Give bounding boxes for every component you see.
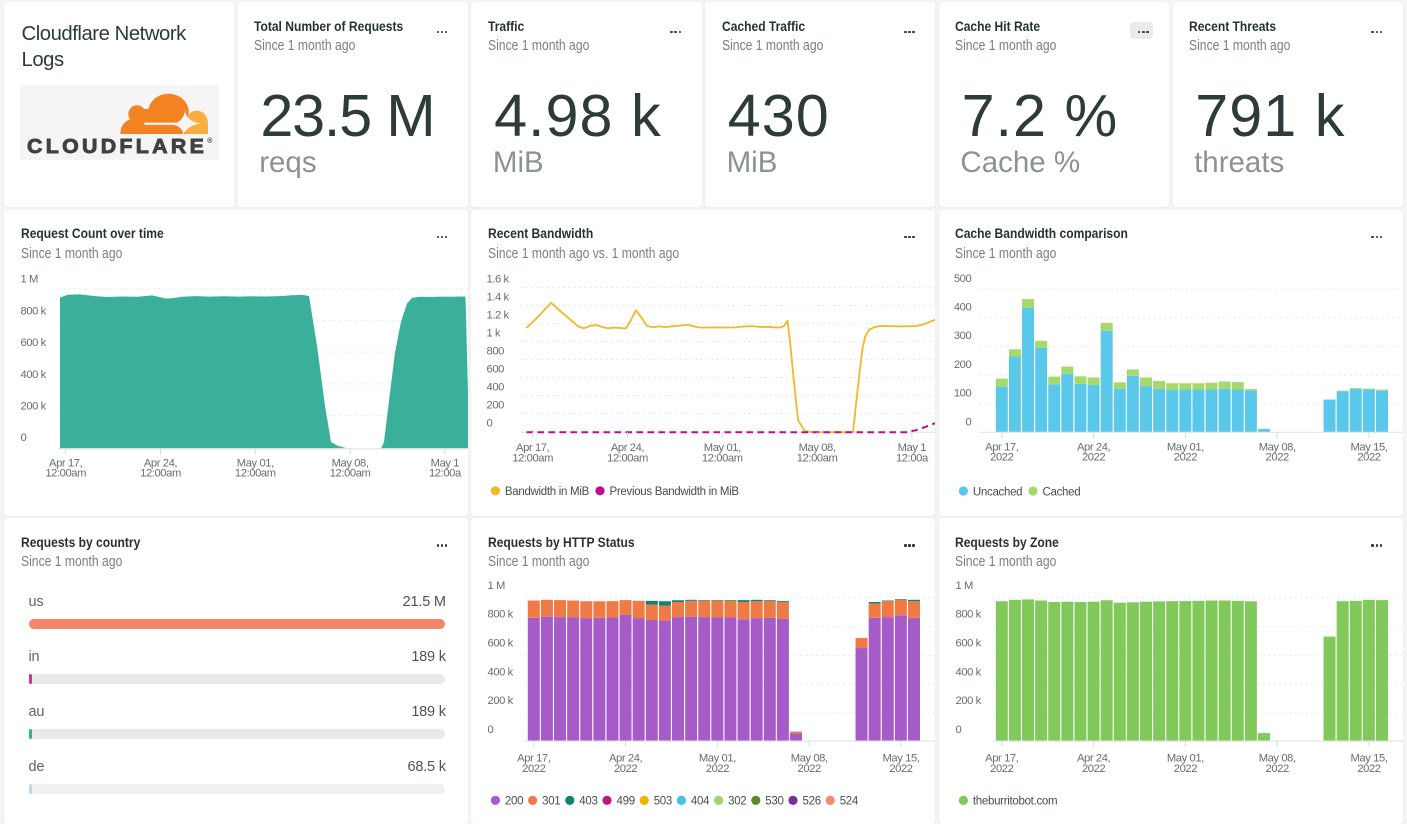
svg-text:0: 0 [21,432,27,444]
svg-text:1.4 k: 1.4 k [487,291,510,303]
svg-text:499: 499 [617,796,635,808]
svg-text:100: 100 [954,387,972,399]
svg-text:600 k: 600 k [21,337,47,349]
svg-text:800 k: 800 k [21,305,47,317]
svg-text:2022: 2022 [1357,763,1380,775]
svg-text:12:00am: 12:00am [513,452,554,464]
svg-text:0: 0 [955,724,961,736]
svg-text:12:00a: 12:00a [429,467,462,479]
svg-text:2022: 2022 [1082,763,1105,775]
svg-text:12:00a: 12:00a [896,452,929,464]
svg-text:2022: 2022 [614,763,637,775]
svg-text:2022: 2022 [523,763,546,775]
svg-text:0: 0 [965,416,971,428]
svg-text:524: 524 [840,796,859,808]
svg-text:300: 300 [954,330,972,342]
svg-text:403: 403 [580,796,598,808]
svg-text:Cached: Cached [1042,486,1080,498]
svg-text:400 k: 400 k [21,368,47,380]
svg-text:400: 400 [954,301,972,313]
svg-text:12:00am: 12:00am [140,467,181,479]
svg-text:theburritobot.com: theburritobot.com [973,796,1057,808]
svg-text:2022: 2022 [890,763,913,775]
svg-text:12:00am: 12:00am [235,467,276,479]
svg-text:200 k: 200 k [488,695,514,707]
svg-text:200 k: 200 k [21,400,47,412]
svg-text:12:00am: 12:00am [702,452,743,464]
svg-text:Previous Bandwidth in MiB: Previous Bandwidth in MiB [610,486,740,498]
svg-text:200: 200 [954,358,972,370]
svg-text:526: 526 [803,796,821,808]
svg-text:200 k: 200 k [955,695,981,707]
svg-text:1 k: 1 k [487,327,502,339]
svg-text:2022: 2022 [1174,451,1197,463]
svg-text:2022: 2022 [990,451,1013,463]
svg-text:800 k: 800 k [488,609,514,621]
svg-text:404: 404 [691,796,710,808]
svg-text:600 k: 600 k [488,638,514,650]
svg-text:800: 800 [487,345,505,357]
svg-text:12:00am: 12:00am [797,452,838,464]
svg-text:0: 0 [487,417,493,429]
svg-text:800 k: 800 k [955,609,981,621]
svg-text:1.2 k: 1.2 k [487,309,510,321]
svg-text:200: 200 [487,399,505,411]
svg-text:2022: 2022 [1357,451,1380,463]
svg-text:600: 600 [487,363,505,375]
svg-text:1.6 k: 1.6 k [487,273,510,285]
svg-text:1 M: 1 M [21,273,39,285]
svg-text:2022: 2022 [706,763,729,775]
svg-text:2022: 2022 [990,763,1013,775]
svg-text:2022: 2022 [1265,763,1288,775]
svg-text:500: 500 [954,272,972,284]
svg-text:400 k: 400 k [955,666,981,678]
svg-text:12:00am: 12:00am [330,467,371,479]
svg-text:530: 530 [766,796,784,808]
svg-text:200: 200 [505,796,523,808]
svg-text:12:00am: 12:00am [45,467,86,479]
svg-text:302: 302 [728,796,746,808]
svg-text:2022: 2022 [1174,763,1197,775]
svg-text:1 M: 1 M [955,580,973,592]
svg-text:2022: 2022 [798,763,821,775]
svg-text:1 M: 1 M [488,580,506,592]
svg-text:400 k: 400 k [488,666,514,678]
svg-text:301: 301 [542,796,560,808]
svg-text:2022: 2022 [1265,451,1288,463]
svg-text:0: 0 [488,724,494,736]
svg-text:400: 400 [487,381,505,393]
svg-text:Bandwidth in MiB: Bandwidth in MiB [505,486,590,498]
svg-text:Uncached: Uncached [973,486,1022,498]
svg-text:503: 503 [654,796,672,808]
svg-text:2022: 2022 [1082,451,1105,463]
svg-text:12:00am: 12:00am [608,452,649,464]
svg-text:600 k: 600 k [955,638,981,650]
